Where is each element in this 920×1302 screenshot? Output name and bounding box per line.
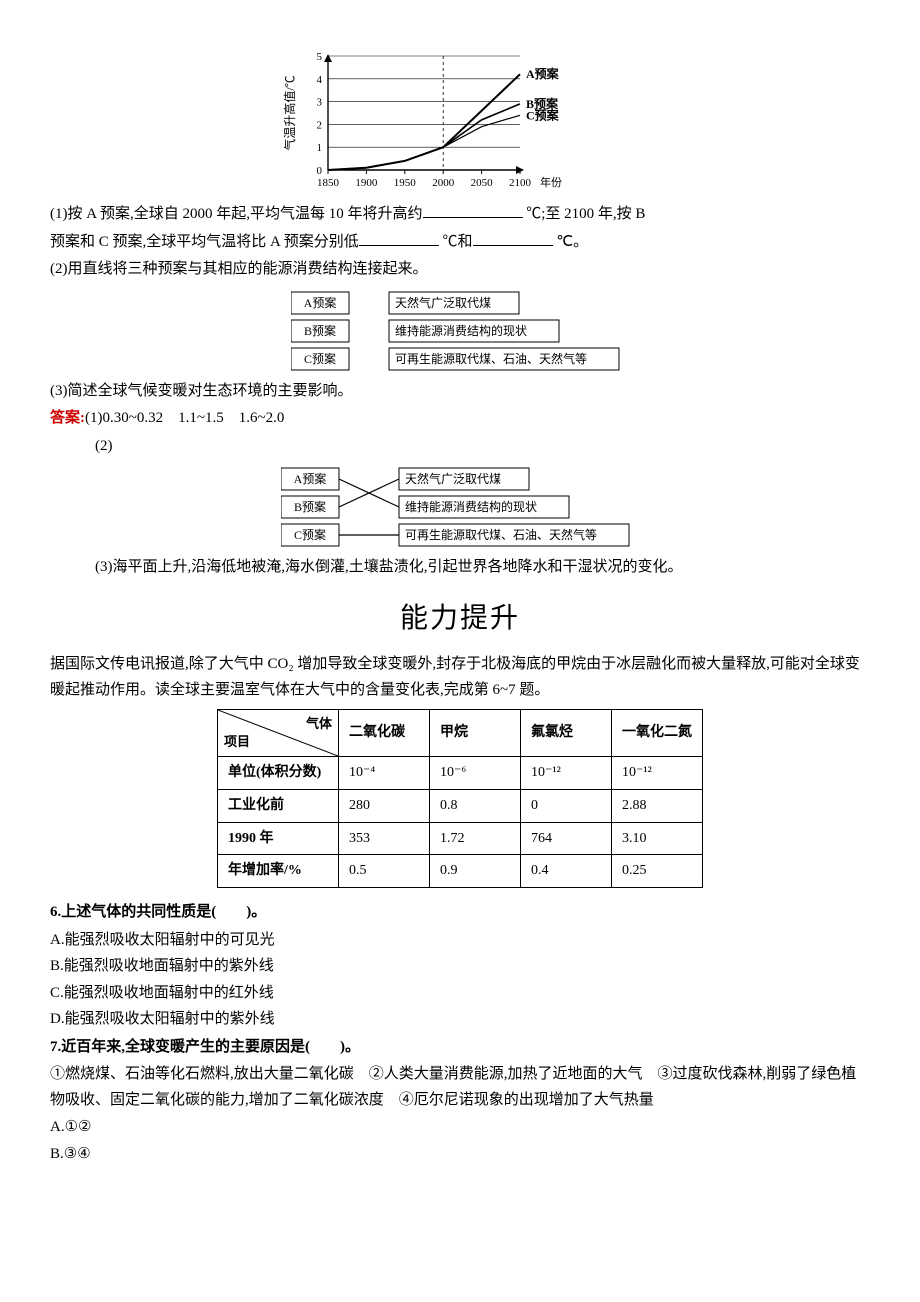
table-row: 工业化前2800.802.88	[218, 789, 703, 822]
table-header-row: 气体 项目 二氧化碳 甲烷 氟氯烃 一氧化二氮	[218, 710, 703, 757]
temperature-chart: 0 1 2 3 4 5 1850 1900 1950 2000 2050 2100 年份 气温升高值/℃ A…	[50, 46, 870, 196]
svg-text:1850: 1850	[317, 177, 340, 189]
svg-text:气温升高值/℃: 气温升高值/℃	[282, 75, 297, 150]
q7-stem: 7.近百年来,全球变暖产生的主要原因是( )。	[50, 1035, 870, 1061]
table-cell: 1.72	[430, 822, 521, 855]
svg-text:天然气广泛取代煤: 天然气广泛取代煤	[395, 295, 491, 310]
table-cell: 0.4	[521, 855, 612, 888]
table-cell: 10⁻⁶	[430, 757, 521, 790]
svg-text:A预案: A预案	[526, 66, 560, 81]
svg-text:A预案: A预案	[304, 295, 337, 310]
q7-opt-a: A.①②	[50, 1115, 870, 1141]
q6-opt-c: C.能强烈吸收地面辐射中的红外线	[50, 981, 870, 1007]
col-0: 二氧化碳	[339, 710, 430, 757]
blank-1	[423, 202, 523, 218]
svg-text:1: 1	[317, 142, 323, 154]
table-cell: 3.10	[612, 822, 703, 855]
q7-body: ①燃烧煤、石油等化石燃料,放出大量二氧化碳 ②人类大量消费能源,加热了近地面的大…	[50, 1062, 870, 1113]
answer-2-prefix: (2)	[50, 434, 870, 460]
question-1: (1)按 A 预案,全球自 2000 年起,平均气温每 10 年将升高约 ℃;至…	[50, 202, 870, 228]
svg-text:C预案: C预案	[526, 107, 560, 122]
table-cell: 0.8	[430, 789, 521, 822]
match-svg: A预案 B预案 C预案 天然气广泛取代煤维持能源消费结构的现状可再生能源取代煤、石油、…	[291, 289, 629, 373]
table-cell: 10⁻¹²	[521, 757, 612, 790]
table-cell: 10⁻⁴	[339, 757, 430, 790]
q6-opt-d: D.能强烈吸收太阳辐射中的紫外线	[50, 1007, 870, 1033]
svg-text:维持能源消费结构的现状: 维持能源消费结构的现状	[405, 499, 537, 514]
question-3: (3)简述全球气候变暖对生态环境的主要影响。	[50, 379, 870, 405]
table-cell: 0.5	[339, 855, 430, 888]
svg-text:B预案: B预案	[304, 323, 336, 338]
table-cell: 0.9	[430, 855, 521, 888]
row-header: 年增加率/%	[218, 855, 339, 888]
svg-text:A预案: A预案	[294, 471, 327, 486]
answer-label: 答案:	[50, 410, 85, 426]
match-diagram: A预案 B预案 C预案 天然气广泛取代煤维持能源消费结构的现状可再生能源取代煤、石油、…	[50, 289, 870, 373]
svg-text:3: 3	[317, 97, 323, 109]
q1-text-a: (1)按 A 预案,全球自 2000 年起,平均气温每 10 年将升高约	[50, 206, 423, 222]
table-cell: 2.88	[612, 789, 703, 822]
table-cell: 353	[339, 822, 430, 855]
svg-text:2: 2	[317, 119, 323, 131]
svg-text:2100: 2100	[509, 177, 532, 189]
svg-text:天然气广泛取代煤: 天然气广泛取代煤	[405, 471, 501, 486]
q1-unit2: ℃和	[439, 234, 473, 250]
diag-bot: 项目	[224, 731, 250, 753]
q6-stem: 6.上述气体的共同性质是( )。	[50, 900, 870, 926]
q6-opt-a: A.能强烈吸收太阳辐射中的可见光	[50, 928, 870, 954]
greenhouse-table: 气体 项目 二氧化碳 甲烷 氟氯烃 一氧化二氮 单位(体积分数)10⁻⁴10⁻⁶…	[217, 709, 703, 888]
answer-block: 答案:(1)0.30~0.32 1.1~1.5 1.6~2.0	[50, 406, 870, 432]
q7-opt-b: B.③④	[50, 1142, 870, 1168]
table-cell: 10⁻¹²	[612, 757, 703, 790]
svg-text:2000: 2000	[432, 177, 455, 189]
intro-text: 据国际文传电讯报道,除了大气中 CO₂ 增加导致全球变暖外,封存于北极海底的甲烷…	[50, 652, 870, 703]
svg-text:1900: 1900	[355, 177, 378, 189]
question-2: (2)用直线将三种预案与其相应的能源消费结构连接起来。	[50, 257, 870, 283]
table-cell: 764	[521, 822, 612, 855]
q1-unit3: ℃。	[553, 234, 589, 250]
q1-unit1: ℃;至 2100 年,按 B	[523, 206, 646, 222]
svg-text:可再生能源取代煤、石油、天然气等: 可再生能源取代煤、石油、天然气等	[405, 527, 597, 542]
col-1: 甲烷	[430, 710, 521, 757]
svg-text:B预案: B预案	[294, 499, 326, 514]
answer-3: (3)海平面上升,沿海低地被淹,海水倒灌,土壤盐渍化,引起世界各地降水和干湿状况…	[50, 555, 870, 581]
q7-stem-text: 7.近百年来,全球变暖产生的主要原因是( )。	[50, 1039, 360, 1055]
svg-text:年份: 年份	[540, 175, 562, 189]
svg-text:C预案: C预案	[304, 351, 336, 366]
table-body: 单位(体积分数)10⁻⁴10⁻⁶10⁻¹²10⁻¹²工业化前2800.802.8…	[218, 757, 703, 888]
q1-text-b: 预案和 C 预案,全球平均气温将比 A 预案分别低	[50, 234, 359, 250]
table-cell: 0	[521, 789, 612, 822]
svg-text:C预案: C预案	[294, 527, 326, 542]
row-header: 工业化前	[218, 789, 339, 822]
table-cell: 0.25	[612, 855, 703, 888]
chart-svg: 0 1 2 3 4 5 1850 1900 1950 2000 2050 2100 年份 气温升高值/℃ A…	[280, 46, 640, 196]
table-cell: 280	[339, 789, 430, 822]
svg-text:4: 4	[317, 74, 323, 86]
svg-text:1950: 1950	[394, 177, 417, 189]
table-row: 单位(体积分数)10⁻⁴10⁻⁶10⁻¹²10⁻¹²	[218, 757, 703, 790]
q6-stem-text: 6.上述气体的共同性质是( )。	[50, 904, 266, 920]
svg-text:5: 5	[317, 51, 323, 63]
row-header: 单位(体积分数)	[218, 757, 339, 790]
table-row: 年增加率/%0.50.90.40.25	[218, 855, 703, 888]
svg-text:维持能源消费结构的现状: 维持能源消费结构的现状	[395, 323, 527, 338]
answer-match-diagram: A预案 B预案 C预案 天然气广泛取代煤维持能源消费结构的现状可再生能源取代煤、石油、…	[50, 465, 870, 549]
q6-opt-b: B.能强烈吸收地面辐射中的紫外线	[50, 954, 870, 980]
blank-3	[473, 230, 553, 246]
question-1b: 预案和 C 预案,全球平均气温将比 A 预案分别低 ℃和 ℃。	[50, 230, 870, 256]
section-title: 能力提升	[50, 595, 870, 643]
diag-header: 气体 项目	[218, 710, 339, 757]
row-header: 1990 年	[218, 822, 339, 855]
answer-match-svg: A预案 B预案 C预案 天然气广泛取代煤维持能源消费结构的现状可再生能源取代煤、石油、…	[281, 465, 639, 549]
answer-1: (1)0.30~0.32 1.1~1.5 1.6~2.0	[85, 410, 284, 426]
table-row: 1990 年3531.727643.10	[218, 822, 703, 855]
svg-text:2050: 2050	[471, 177, 494, 189]
svg-text:可再生能源取代煤、石油、天然气等: 可再生能源取代煤、石油、天然气等	[395, 351, 587, 366]
svg-text:0: 0	[317, 165, 323, 177]
col-2: 氟氯烃	[521, 710, 612, 757]
blank-2	[359, 230, 439, 246]
col-3: 一氧化二氮	[612, 710, 703, 757]
diag-top: 气体	[306, 713, 332, 735]
